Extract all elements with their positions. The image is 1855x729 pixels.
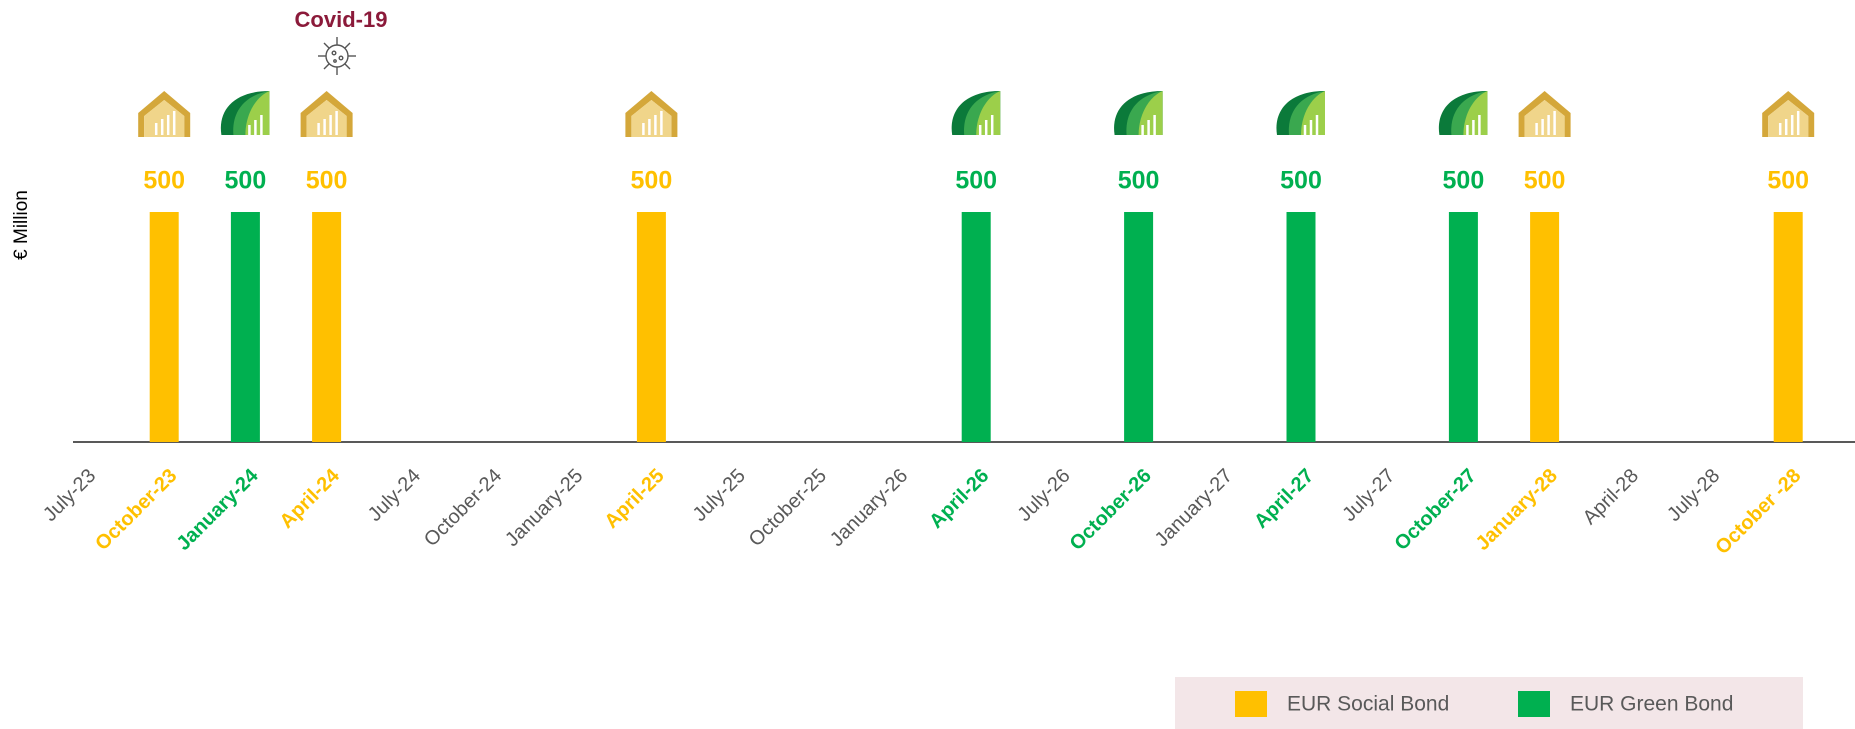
x-tick-label: July-24 <box>364 465 425 526</box>
y-axis-label: € Million <box>11 190 32 260</box>
icon-shape <box>1762 91 1815 137</box>
x-tick-label: July-28 <box>1663 465 1724 526</box>
virus-icon <box>318 37 356 75</box>
value-label: 500 <box>1443 167 1485 195</box>
legend-swatch <box>1518 691 1550 717</box>
bar <box>1124 212 1154 442</box>
x-tick-label: July-23 <box>39 465 100 526</box>
bar <box>1530 212 1560 442</box>
legend-label: EUR Social Bond <box>1287 693 1449 716</box>
x-tick-label: April-25 <box>600 465 668 533</box>
green-icon <box>1276 91 1325 135</box>
x-tick-label: January-25 <box>501 465 587 551</box>
x-tick-label: April-28 <box>1579 465 1643 529</box>
x-tick-label: July-25 <box>689 465 750 526</box>
x-tick-label: October-24 <box>420 465 506 551</box>
icon-shape <box>625 91 678 137</box>
icon-shape <box>245 91 270 135</box>
green-icon <box>951 91 1001 135</box>
legend-box <box>1175 677 1803 729</box>
x-tick-label: April-24 <box>276 464 345 533</box>
x-tick-label: January-24 <box>172 464 263 555</box>
x-tick-label: January-26 <box>826 465 912 551</box>
bar <box>149 212 179 442</box>
icon-shape <box>976 91 1001 135</box>
value-label: 500 <box>955 167 997 195</box>
icon-shape <box>1138 91 1163 135</box>
green-icon <box>1114 91 1163 135</box>
value-label: 500 <box>306 167 348 195</box>
x-tick-label: October -28 <box>1711 465 1805 559</box>
icon-shape <box>300 91 353 137</box>
bar <box>1448 212 1478 442</box>
x-tick-label: July-26 <box>1014 465 1075 526</box>
x-tick-label: January-27 <box>1151 465 1237 551</box>
icon-shape <box>138 91 191 137</box>
value-label: 500 <box>1524 167 1566 195</box>
x-tick-label: October-25 <box>745 465 831 551</box>
social-icon <box>625 91 678 137</box>
value-label: 500 <box>1280 167 1322 195</box>
green-icon <box>1438 91 1488 135</box>
social-icon <box>300 91 353 137</box>
icon-shape <box>1463 91 1488 135</box>
value-label: 500 <box>225 167 267 195</box>
value-label: 500 <box>1118 167 1160 195</box>
value-label: 500 <box>143 167 185 195</box>
bar <box>961 212 991 442</box>
bar <box>230 212 260 442</box>
icon-shape <box>1518 91 1571 137</box>
x-tick-label: April-27 <box>1250 465 1318 533</box>
icon-shape <box>1301 91 1325 135</box>
annotation: Covid-19 <box>295 7 388 32</box>
x-tick-label: January-28 <box>1472 465 1562 555</box>
green-icon <box>220 91 270 135</box>
social-icon <box>1762 91 1815 137</box>
x-tick-label: October-26 <box>1066 465 1156 555</box>
legend-label: EUR Green Bond <box>1570 693 1733 716</box>
legend-swatch <box>1235 691 1267 717</box>
value-label: 500 <box>1767 167 1809 195</box>
bar <box>1773 212 1803 442</box>
x-tick-label: April-26 <box>925 465 993 533</box>
social-icon <box>1518 91 1571 137</box>
bar <box>312 212 342 442</box>
value-label: 500 <box>631 167 673 195</box>
x-tick-label: July-27 <box>1338 465 1399 526</box>
social-icon <box>138 91 191 137</box>
x-tick-label: October-23 <box>91 465 181 555</box>
bar <box>1286 212 1316 442</box>
bar <box>636 212 666 442</box>
x-tick-label: October-27 <box>1390 465 1480 555</box>
